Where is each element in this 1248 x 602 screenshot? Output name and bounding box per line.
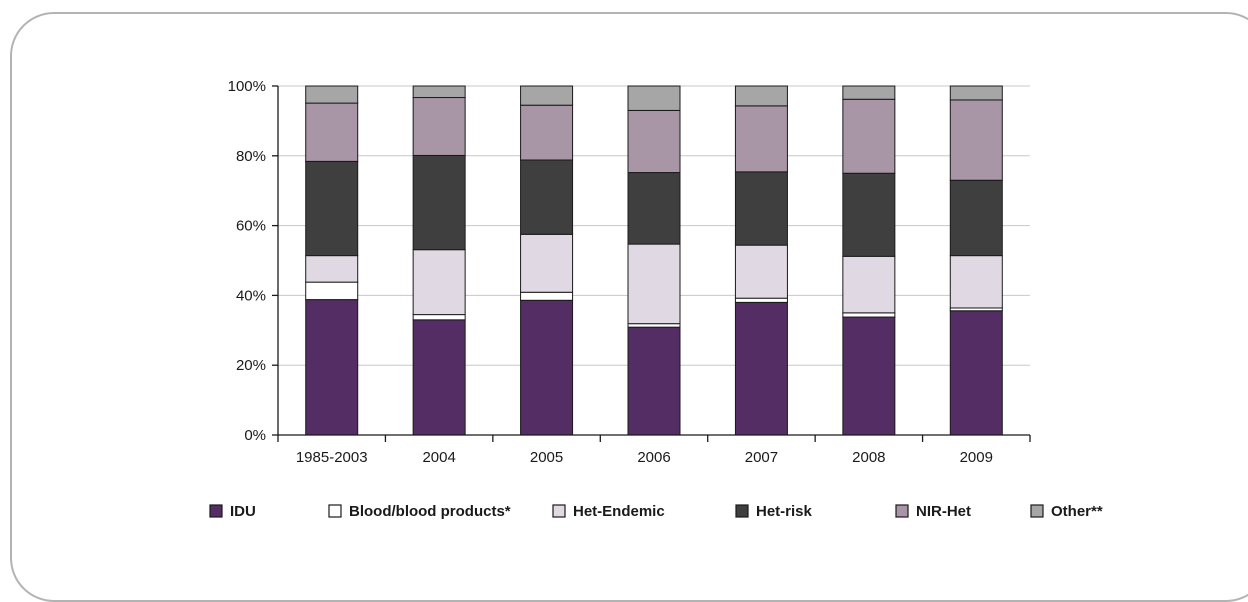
bar-segment bbox=[520, 291, 574, 301]
bar-segment bbox=[412, 85, 466, 99]
bar-segment bbox=[627, 85, 681, 111]
legend-swatch bbox=[1030, 504, 1044, 518]
bar-segment bbox=[842, 312, 896, 318]
bar-segment bbox=[412, 97, 466, 156]
x-tick-label: 2008 bbox=[852, 449, 885, 466]
bar-segment bbox=[627, 243, 681, 325]
bar-segment bbox=[520, 159, 574, 235]
x-tick-label: 2006 bbox=[637, 449, 670, 466]
bar-segment bbox=[949, 85, 1003, 101]
bar-segment bbox=[305, 102, 359, 162]
bar-segment bbox=[412, 319, 466, 436]
bar-segment bbox=[734, 85, 788, 107]
stacked-bar-chart: 0% 20% 40% 60% 80% 100% 1985-2003 2004 2005 2006… bbox=[209, 78, 1103, 520]
x-tick-label: 2005 bbox=[530, 449, 563, 466]
legend-swatch bbox=[552, 504, 566, 518]
bar-segment bbox=[734, 105, 788, 173]
legend-label: Blood/blood products* bbox=[349, 503, 511, 520]
y-tick-labels: 0% 20% 40% 60% 80% 100% bbox=[228, 78, 266, 444]
bar-segment bbox=[520, 85, 574, 106]
bar-segment bbox=[949, 255, 1003, 309]
bar-segment bbox=[520, 233, 574, 293]
bar-segment bbox=[734, 301, 788, 436]
bar-segment bbox=[842, 316, 896, 436]
bar-segment bbox=[305, 281, 359, 301]
y-tick-label: 100% bbox=[228, 78, 266, 95]
bar-segment bbox=[305, 85, 359, 104]
legend-swatch bbox=[735, 504, 749, 518]
bar-segment bbox=[627, 172, 681, 245]
bar-segment bbox=[305, 255, 359, 283]
bar-segment bbox=[734, 297, 788, 303]
bar-segment bbox=[949, 179, 1003, 257]
bar-segment bbox=[842, 172, 896, 257]
bar-segment bbox=[842, 255, 896, 314]
bar-segment bbox=[949, 99, 1003, 181]
x-tick-label: 1985-2003 bbox=[296, 449, 368, 466]
bar-segment bbox=[842, 98, 896, 174]
axes bbox=[272, 85, 1031, 442]
x-tick-label: 2009 bbox=[960, 449, 993, 466]
y-tick-label: 40% bbox=[236, 287, 266, 304]
bars bbox=[305, 85, 1003, 436]
legend-label: Other** bbox=[1051, 503, 1103, 520]
bar-segment bbox=[627, 326, 681, 436]
bar-segment bbox=[949, 310, 1003, 436]
legend-swatch bbox=[895, 504, 909, 518]
bar-segment bbox=[734, 244, 788, 299]
y-tick-label: 0% bbox=[244, 427, 266, 444]
bar-segment bbox=[305, 160, 359, 257]
legend: IDU Blood/blood products* Het-Endemic Het-r… bbox=[209, 503, 1103, 520]
legend-label: Het-Endemic bbox=[573, 503, 665, 520]
y-tick-label: 60% bbox=[236, 218, 266, 235]
legend-label: Het-risk bbox=[756, 503, 813, 520]
bar-segment bbox=[734, 171, 788, 246]
y-tick-label: 80% bbox=[236, 148, 266, 165]
bar-segment bbox=[627, 323, 681, 328]
bar-segment bbox=[520, 299, 574, 436]
x-tick-labels: 1985-2003 2004 2005 2006 2007 2008 2009 bbox=[296, 449, 993, 466]
x-tick-label: 2004 bbox=[422, 449, 455, 466]
y-tick-label: 20% bbox=[236, 357, 266, 374]
bar-segment bbox=[520, 104, 574, 161]
bar-segment bbox=[412, 314, 466, 321]
bar-segment bbox=[412, 249, 466, 316]
bar-segment bbox=[842, 85, 896, 100]
x-tick-label: 2007 bbox=[745, 449, 778, 466]
bar-segment bbox=[305, 299, 359, 436]
bar-segment bbox=[627, 109, 681, 174]
legend-label: NIR-Het bbox=[916, 503, 971, 520]
bar-segment bbox=[412, 154, 466, 251]
legend-label: IDU bbox=[230, 503, 256, 520]
legend-swatch bbox=[328, 504, 342, 518]
legend-swatch bbox=[209, 504, 223, 518]
